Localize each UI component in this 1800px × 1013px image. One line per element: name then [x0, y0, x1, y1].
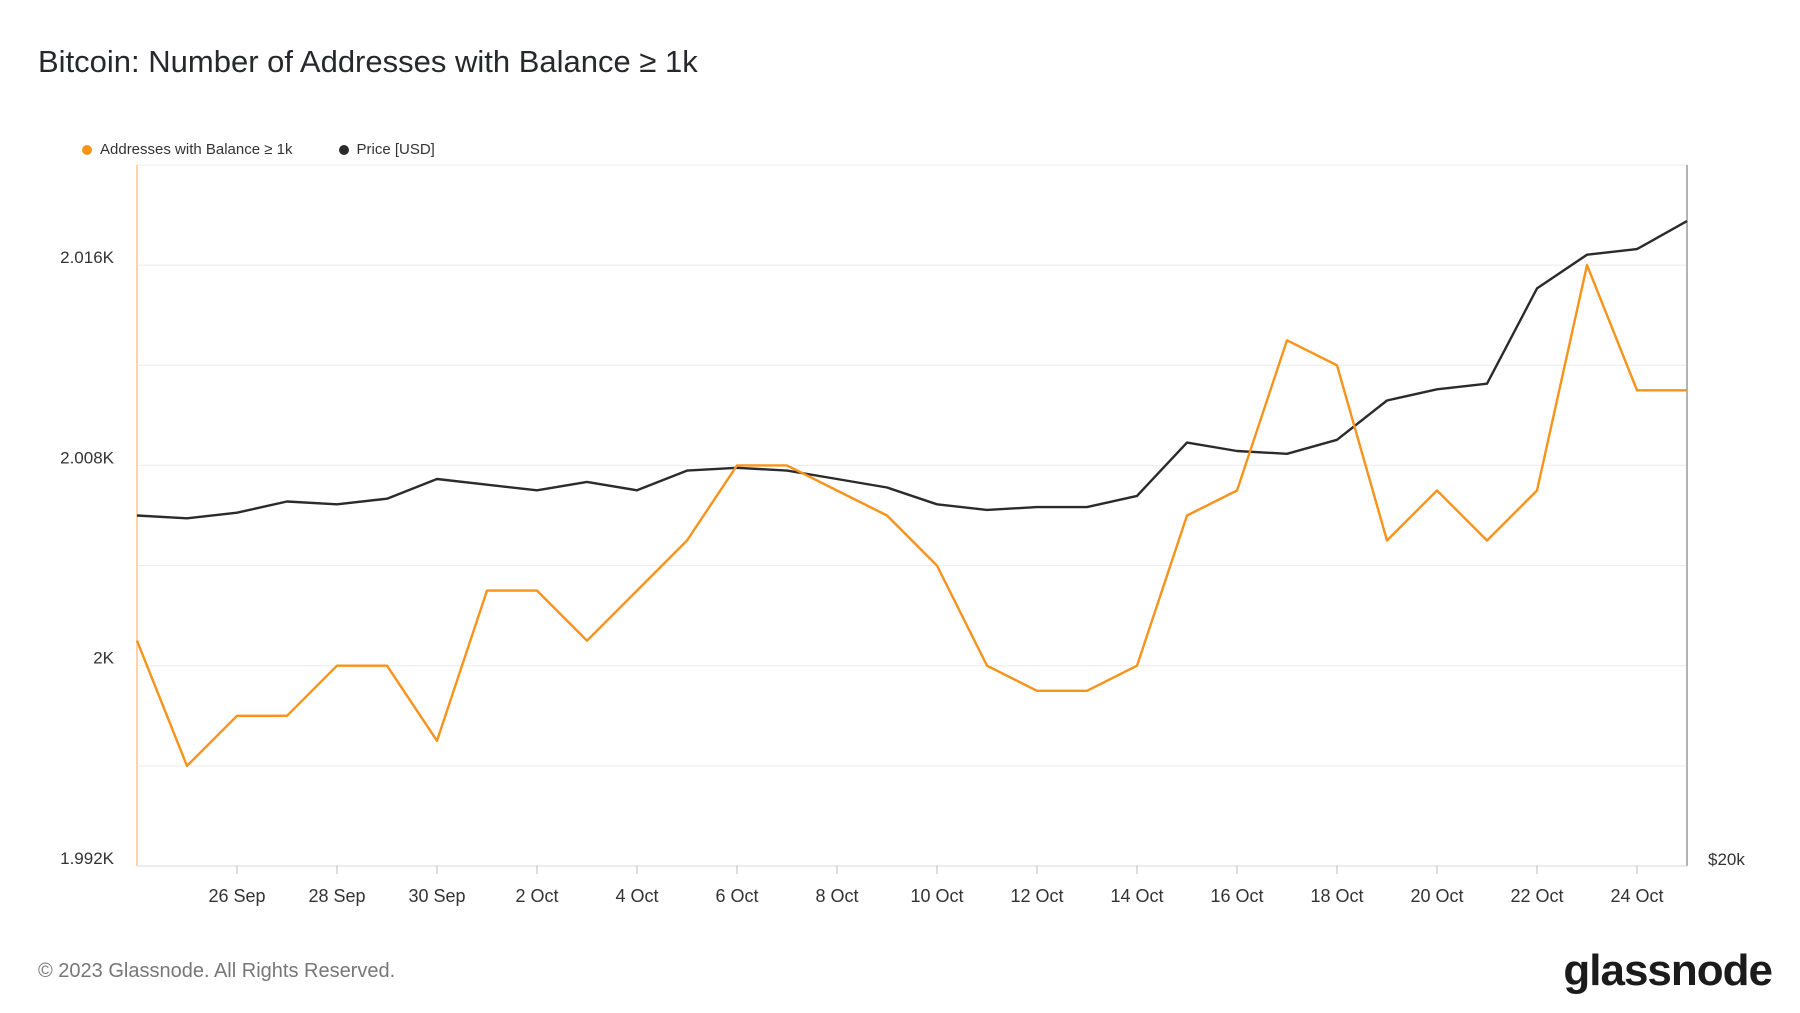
series-line-addresses: [135, 263, 1687, 768]
x-tick-label: 2 Oct: [515, 886, 558, 906]
x-tick-label: 16 Oct: [1210, 886, 1263, 906]
series-line-price: [136, 220, 1688, 520]
legend-dot-price: [338, 144, 349, 155]
copyright-text: © 2023 Glassnode. All Rights Reserved.: [38, 960, 396, 982]
legend: Addresses with Balance ≥ 1k Price [USD]: [82, 141, 435, 158]
x-tick-label: 24 Oct: [1610, 886, 1663, 906]
chart-title: Bitcoin: Number of Addresses with Balanc…: [38, 44, 698, 79]
legend-dot-addresses: [82, 144, 92, 155]
y-tick-label: 1.992K: [60, 849, 115, 868]
legend-item-addresses[interactable]: Addresses with Balance ≥ 1k: [82, 141, 293, 158]
x-tick-label: 4 Oct: [615, 886, 658, 906]
x-tick-label: 6 Oct: [715, 886, 758, 906]
y-tick-label: 2.008K: [60, 448, 115, 467]
legend-item-price[interactable]: Price [USD]: [338, 141, 435, 158]
glassnode-logo: glassnode: [1563, 946, 1773, 995]
y-tick-label: 2K: [93, 649, 114, 668]
x-tick-label: 20 Oct: [1410, 886, 1463, 906]
x-tick-label: 30 Sep: [408, 886, 465, 906]
x-tick-label: 8 Oct: [815, 886, 858, 906]
x-tick-label: 10 Oct: [910, 886, 963, 906]
x-tick-label: 12 Oct: [1010, 886, 1063, 906]
x-tick-label: 18 Oct: [1310, 886, 1363, 906]
x-tick-label: 28 Sep: [308, 886, 365, 906]
x-tick-label: 14 Oct: [1110, 886, 1163, 906]
y-tick-label: 2.016K: [60, 248, 115, 267]
y-right-tick-label: $20k: [1708, 850, 1745, 869]
legend-label-addresses: Addresses with Balance ≥ 1k: [100, 141, 293, 158]
x-tick-label: 26 Sep: [208, 886, 265, 906]
legend-label-price: Price [USD]: [356, 141, 435, 158]
x-tick-label: 22 Oct: [1510, 886, 1563, 906]
